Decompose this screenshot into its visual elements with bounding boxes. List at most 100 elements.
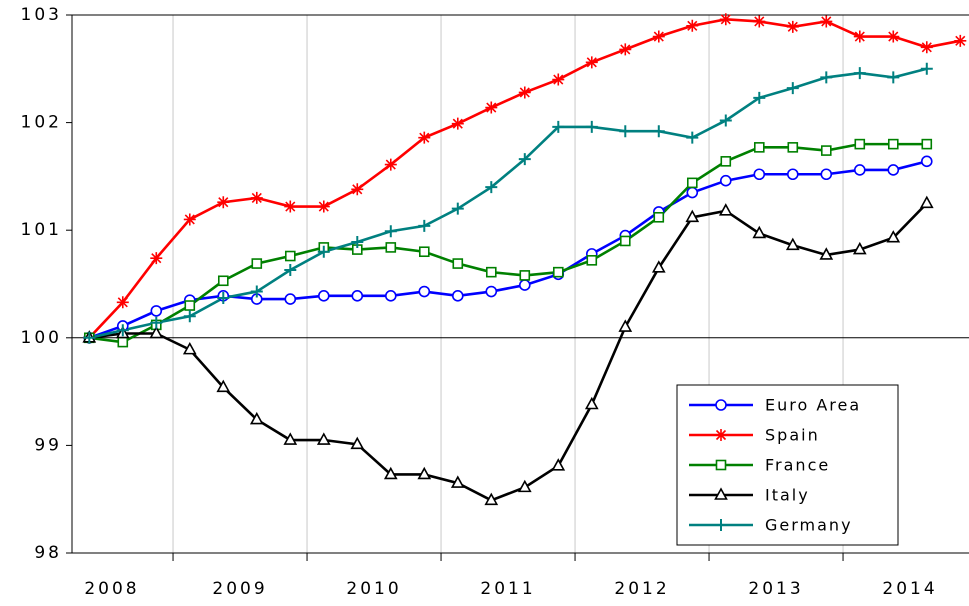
marker bbox=[351, 290, 364, 302]
marker bbox=[217, 196, 230, 209]
legend-label: Euro Area bbox=[765, 396, 861, 415]
marker bbox=[785, 237, 800, 251]
marker bbox=[686, 177, 698, 189]
marker bbox=[820, 15, 833, 28]
marker bbox=[384, 290, 397, 302]
marker bbox=[585, 120, 598, 133]
marker bbox=[317, 245, 330, 258]
marker bbox=[552, 120, 565, 133]
marker bbox=[853, 67, 866, 80]
marker bbox=[284, 293, 297, 305]
marker bbox=[652, 30, 665, 43]
marker bbox=[450, 475, 465, 488]
legend-marker bbox=[715, 459, 727, 471]
marker bbox=[451, 117, 464, 130]
marker bbox=[150, 305, 163, 317]
marker bbox=[786, 20, 799, 33]
marker bbox=[484, 492, 499, 506]
x-tick-label: 2009 bbox=[212, 579, 267, 599]
marker bbox=[887, 30, 900, 43]
marker bbox=[384, 225, 397, 238]
y-tick-label: 100 bbox=[21, 328, 62, 348]
marker bbox=[753, 91, 766, 104]
marker bbox=[116, 324, 129, 337]
legend-marker bbox=[714, 487, 728, 500]
marker bbox=[820, 168, 833, 181]
marker bbox=[216, 379, 231, 393]
marker bbox=[585, 56, 598, 69]
marker bbox=[618, 319, 633, 332]
marker bbox=[385, 242, 397, 253]
marker bbox=[887, 164, 900, 176]
marker bbox=[451, 202, 464, 215]
marker bbox=[250, 191, 263, 204]
marker bbox=[852, 241, 867, 255]
marker bbox=[150, 316, 163, 329]
marker bbox=[920, 62, 933, 75]
marker bbox=[317, 290, 330, 302]
marker bbox=[117, 336, 129, 348]
marker bbox=[283, 432, 298, 445]
marker bbox=[820, 71, 833, 84]
marker bbox=[720, 156, 732, 167]
series-line bbox=[88, 160, 928, 340]
marker bbox=[886, 230, 901, 243]
y-tick-label: 98 bbox=[34, 543, 62, 563]
legend-label: Italy bbox=[765, 486, 810, 505]
marker bbox=[518, 279, 531, 291]
marker bbox=[853, 164, 866, 176]
marker bbox=[921, 138, 933, 150]
marker bbox=[719, 114, 732, 127]
marker bbox=[418, 285, 431, 298]
marker bbox=[920, 41, 933, 54]
marker bbox=[619, 235, 631, 247]
marker bbox=[753, 15, 766, 28]
legend-marker bbox=[715, 399, 727, 411]
marker bbox=[686, 186, 699, 199]
x-tick-label: 2011 bbox=[480, 579, 535, 599]
marker bbox=[249, 411, 264, 425]
marker bbox=[316, 432, 331, 445]
marker bbox=[954, 34, 967, 47]
marker bbox=[183, 213, 196, 226]
marker bbox=[519, 270, 531, 281]
marker bbox=[887, 71, 900, 84]
marker bbox=[149, 325, 164, 339]
marker bbox=[250, 285, 263, 298]
marker bbox=[351, 236, 364, 249]
marker bbox=[919, 195, 934, 209]
marker bbox=[284, 200, 297, 213]
x-tick-label: 2012 bbox=[614, 579, 669, 599]
marker bbox=[552, 73, 565, 86]
marker bbox=[451, 290, 464, 302]
marker bbox=[853, 30, 866, 43]
marker bbox=[887, 138, 899, 150]
marker bbox=[619, 43, 632, 56]
legend-label: Spain bbox=[765, 426, 820, 445]
marker bbox=[517, 479, 532, 493]
marker bbox=[685, 209, 700, 223]
marker bbox=[719, 174, 732, 187]
marker bbox=[584, 396, 599, 410]
marker bbox=[251, 258, 263, 269]
marker bbox=[351, 183, 364, 196]
marker bbox=[418, 219, 431, 232]
series-line bbox=[89, 142, 927, 344]
marker bbox=[686, 131, 699, 144]
y-tick-label: 101 bbox=[21, 220, 62, 240]
marker bbox=[719, 13, 732, 26]
marker bbox=[652, 125, 665, 138]
marker bbox=[786, 82, 799, 95]
legend: Euro Area Spain France Italy Germany bbox=[676, 384, 899, 546]
marker bbox=[418, 131, 431, 144]
marker bbox=[183, 310, 196, 323]
y-tick-label: 102 bbox=[21, 113, 62, 133]
marker bbox=[485, 101, 498, 114]
marker bbox=[653, 211, 665, 223]
marker bbox=[284, 250, 296, 262]
x-tick-label: 2008 bbox=[84, 579, 139, 599]
series-line bbox=[89, 202, 928, 502]
legend-marker bbox=[715, 519, 727, 531]
marker bbox=[485, 181, 498, 194]
marker bbox=[920, 155, 933, 168]
